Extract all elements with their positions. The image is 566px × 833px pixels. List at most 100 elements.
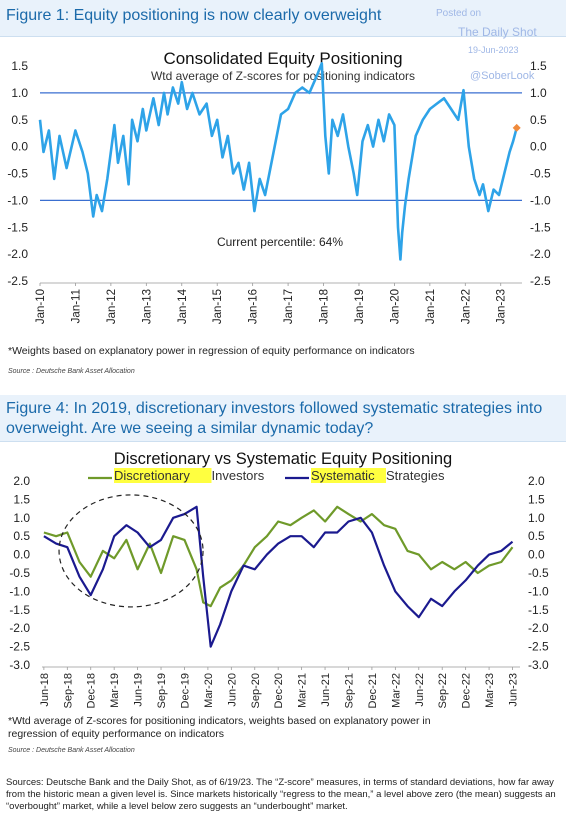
figure1-panel: Figure 1: Equity positioning is now clea… — [0, 0, 566, 385]
chart2-ytick-left: 0.5 — [13, 529, 30, 543]
chart2-xtick-label: Jun-19 — [133, 673, 145, 707]
chart1-ytick-left: -2.5 — [7, 274, 28, 288]
chart1-ytick-right: 1.5 — [530, 59, 547, 73]
chart1-xtick-label: Jan-13 — [141, 289, 153, 324]
chart1-ytick-left: 1.0 — [11, 86, 28, 100]
chart2-ytick-right: 1.0 — [528, 511, 545, 525]
chart1-ytick-right: -1.5 — [530, 220, 551, 234]
chart1-xtick-label: Jan-17 — [283, 289, 295, 324]
chart1-ytick-right: 0.5 — [530, 113, 547, 127]
figure4-panel: Figure 4: In 2019, discretionary investo… — [0, 395, 566, 775]
chart2-xtick-label: Jun-20 — [226, 673, 238, 707]
chart2-legend-highlight — [311, 468, 386, 483]
figure1-source: Source : Deutsche Bank Asset Allocation — [8, 368, 135, 375]
chart1-xtick-label: Jan-16 — [248, 289, 260, 324]
chart2-series-systematic — [43, 505, 514, 648]
chart2-xtick-label: Dec-20 — [273, 673, 285, 708]
chart1-xtick-label: Jan-20 — [389, 289, 401, 324]
chart1-ytick-left: -1.5 — [7, 220, 28, 234]
chart1-ytick-left: 0.0 — [11, 140, 28, 154]
chart2-legend-label-rest: Investors — [212, 468, 265, 483]
watermark-site: The Daily Shot — [458, 25, 537, 39]
chart2-xtick-label: Mar-20 — [203, 673, 215, 708]
chart1-last-point-marker — [512, 123, 521, 132]
chart2-ytick-right: -1.5 — [528, 603, 549, 617]
chart2-ytick-right: -2.0 — [528, 621, 549, 635]
chart2-ytick-right: 0.5 — [528, 529, 545, 543]
chart2-ytick-left: 0.0 — [13, 548, 30, 562]
chart2-xtick-label: Mar-19 — [109, 673, 121, 708]
chart2-ytick-left: -2.5 — [9, 640, 30, 654]
chart1-ytick-right: -2.5 — [530, 274, 551, 288]
watermark-date: 19-Jun-2023 — [468, 45, 519, 55]
chart1-annotation: Current percentile: 64% — [217, 235, 343, 249]
chart1-xtick-label: Jan-19 — [354, 289, 366, 324]
chart2-ytick-left: -3.0 — [9, 658, 30, 672]
chart1-ytick-right: -0.5 — [530, 167, 551, 181]
chart1-xtick-label: Jan-18 — [319, 289, 331, 324]
chart2-ytick-right: -3.0 — [528, 658, 549, 672]
chart2-ytick-right: 2.0 — [528, 474, 545, 488]
chart2-xtick-label: Jun-18 — [39, 673, 51, 707]
chart1-subtitle: Wtd average of Z-scores for positioning … — [151, 69, 415, 83]
chart2-ytick-left: -2.0 — [9, 621, 30, 635]
chart2-xtick-label: Sep-22 — [437, 673, 449, 708]
chart1-xtick-label: Jan-14 — [177, 288, 189, 324]
discretionary-vs-systematic-chart: Discretionary vs Systematic Equity Posit… — [9, 450, 549, 708]
figure4-footnote-line2: regression of equity performance on indi… — [8, 728, 224, 740]
chart2-ytick-left: -1.5 — [9, 603, 30, 617]
chart1-xtick-label: Jan-22 — [460, 289, 472, 324]
chart2-legend-discretionary: Discretionary Investors — [88, 468, 265, 483]
chart1-xtick-label: Jan-23 — [496, 289, 508, 324]
chart1-ytick-left: -2.0 — [7, 247, 28, 261]
figure4-source: Source : Deutsche Bank Asset Allocation — [8, 747, 135, 754]
chart2-legend-systematic: Systematic Strategies — [285, 468, 445, 483]
chart1-ytick-left: -0.5 — [7, 167, 28, 181]
chart2-ytick-right: -1.0 — [528, 584, 549, 598]
chart1-ytick-right: 1.0 — [530, 86, 547, 100]
chart2-xtick-label: Sep-18 — [62, 673, 74, 708]
chart1-title: Consolidated Equity Positioning — [163, 49, 402, 68]
figure1-title: Figure 1: Equity positioning is now clea… — [6, 7, 382, 24]
chart2-xtick-label: Sep-19 — [156, 673, 168, 708]
chart2-legend-highlight — [114, 468, 212, 483]
chart2-ytick-left: 1.5 — [13, 492, 30, 506]
chart2-xtick-label: Dec-18 — [86, 673, 98, 708]
watermark-handle: @SoberLook — [470, 70, 535, 82]
chart2-xtick-label: Sep-21 — [343, 673, 355, 708]
chart2-xtick-label: Jun-22 — [414, 673, 426, 707]
chart2-xtick-label: Jun-23 — [508, 673, 520, 707]
chart1-ytick-left: 0.5 — [11, 113, 28, 127]
chart2-xtick-label: Sep-20 — [250, 673, 262, 708]
chart2-ytick-right: -2.5 — [528, 640, 549, 654]
chart2-ytick-left: -0.5 — [9, 566, 30, 580]
chart2-xtick-label: Mar-21 — [297, 673, 309, 708]
chart1-xtick-label: Jan-12 — [106, 289, 118, 324]
chart2-xtick-label: Dec-21 — [367, 673, 379, 708]
chart2-xtick-label: Mar-23 — [484, 673, 496, 708]
chart2-xtick-label: Dec-22 — [461, 673, 473, 708]
chart2-xtick-label: Dec-19 — [179, 673, 191, 708]
chart2-ytick-right: 0.0 — [528, 548, 545, 562]
chart1-ytick-right: -1.0 — [530, 193, 551, 207]
figure4-header: Figure 4: In 2019, discretionary investo… — [0, 395, 566, 442]
chart2-legend-label-highlight: Discretionary — [114, 468, 190, 483]
figure1-header: Figure 1: Equity positioning is now clea… — [0, 0, 566, 37]
chart2-title: Discretionary vs Systematic Equity Posit… — [114, 450, 452, 468]
chart2-ytick-right: -0.5 — [528, 566, 549, 580]
chart2-ytick-left: 2.0 — [13, 474, 30, 488]
chart1-xtick-label: Jan-21 — [425, 289, 437, 324]
chart2-xtick-label: Mar-22 — [390, 673, 402, 708]
chart2-series-discretionary — [43, 505, 514, 608]
chart1-xtick-label: Jan-11 — [70, 289, 82, 323]
chart2-xtick-label: Jun-21 — [320, 673, 332, 707]
chart2-ytick-right: 1.5 — [528, 492, 545, 506]
chart1-ytick-right: -2.0 — [530, 247, 551, 261]
chart2-legend-label-rest: Strategies — [386, 468, 445, 483]
chart2-legend-label-highlight: Systematic — [311, 468, 375, 483]
watermark-posted: Posted on — [436, 8, 482, 19]
chart1-ytick-right: 0.0 — [530, 140, 547, 154]
chart1-xtick-label: Jan-10 — [35, 289, 47, 324]
figure4-footnote-line1: *Wtd average of Z-scores for positioning… — [8, 715, 431, 727]
